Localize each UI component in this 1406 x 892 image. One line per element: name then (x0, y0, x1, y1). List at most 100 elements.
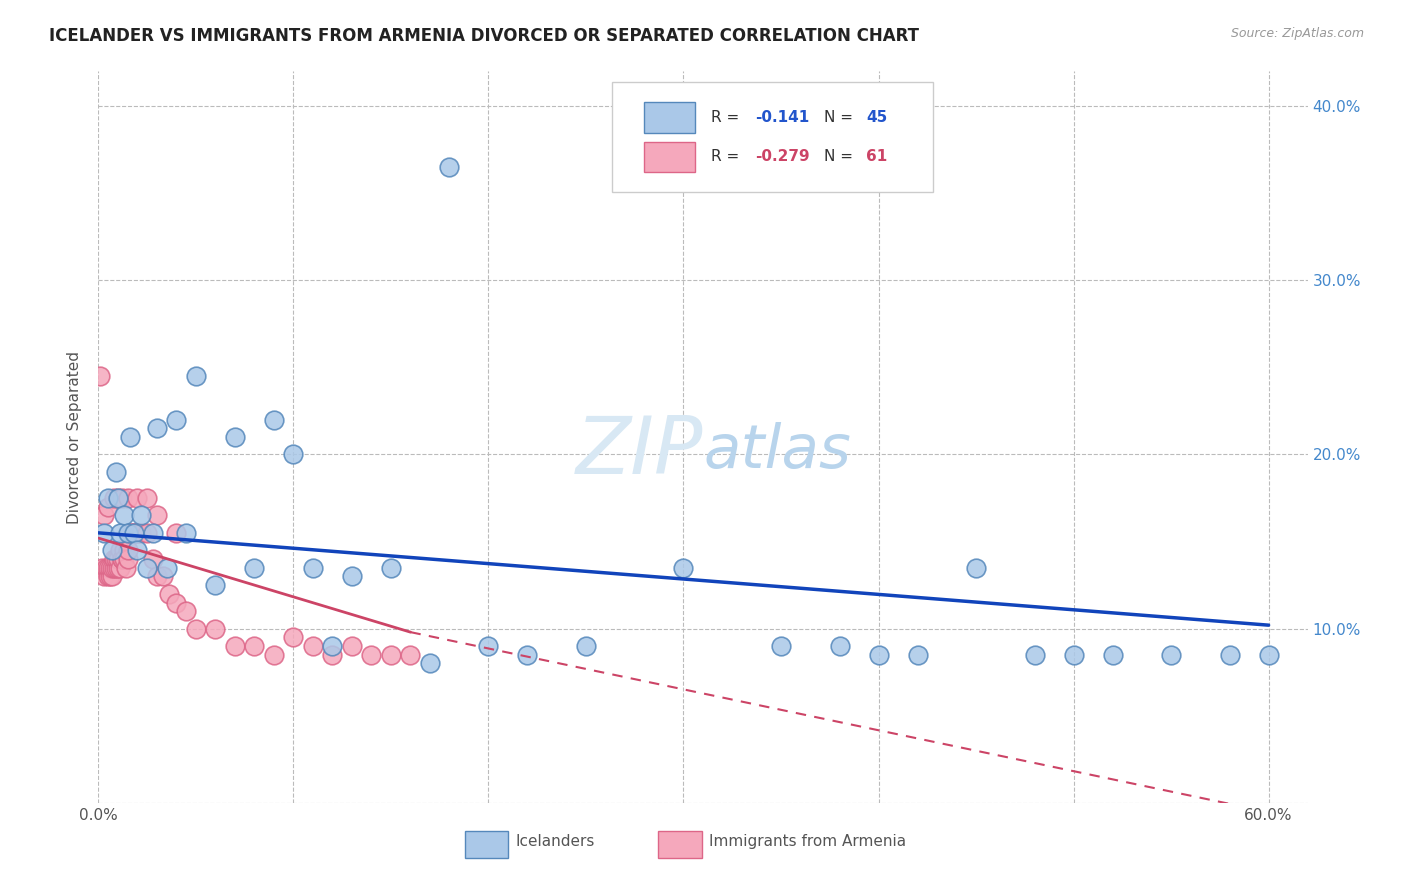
Point (828, 639, 851, 653)
Point (204, 622, 226, 636)
Point (93, 569, 115, 583)
Point (224, 430, 246, 444)
Point (127, 543, 149, 558)
Text: ICELANDER VS IMMIGRANTS FROM ARMENIA DIVORCED OR SEPARATED CORRELATION CHART: ICELANDER VS IMMIGRANTS FROM ARMENIA DIV… (49, 27, 920, 45)
FancyBboxPatch shape (644, 102, 695, 133)
Point (112, 543, 135, 558)
Point (1063, 648, 1085, 662)
Point (302, 560, 325, 574)
Point (243, 560, 266, 574)
Point (107, 552, 129, 566)
Point (575, 639, 598, 653)
Point (868, 648, 890, 662)
Point (121, 525, 143, 540)
Point (122, 525, 145, 540)
Text: -0.279: -0.279 (755, 150, 810, 164)
Point (321, 639, 343, 653)
Point (104, 552, 127, 566)
Point (965, 560, 987, 574)
Point (146, 508, 169, 523)
Text: N =: N = (824, 110, 858, 125)
Point (111, 552, 134, 566)
Point (124, 525, 146, 540)
Point (103, 491, 125, 505)
Point (769, 639, 792, 653)
Point (380, 648, 402, 662)
Point (117, 525, 139, 540)
Point (101, 560, 124, 574)
Point (93, 508, 115, 523)
Point (184, 622, 207, 636)
Point (1160, 648, 1182, 662)
Point (321, 648, 343, 662)
Text: Immigrants from Armenia: Immigrants from Armenia (709, 834, 907, 849)
Point (131, 525, 153, 540)
Point (131, 508, 153, 523)
Point (340, 569, 363, 583)
Point (122, 525, 145, 540)
Point (136, 525, 159, 540)
Text: N =: N = (824, 150, 858, 164)
Point (516, 648, 538, 662)
Point (101, 543, 124, 558)
Y-axis label: Divorced or Separated: Divorced or Separated (67, 351, 83, 524)
Text: Icelanders: Icelanders (516, 834, 595, 849)
Point (283, 448, 305, 462)
Point (174, 525, 197, 540)
Point (477, 639, 499, 653)
Point (97, 491, 120, 505)
Point (127, 491, 149, 505)
Point (127, 525, 149, 540)
Point (111, 552, 134, 566)
Point (118, 525, 141, 540)
Point (107, 491, 129, 505)
Point (93, 525, 115, 540)
Text: -0.141: -0.141 (755, 110, 810, 125)
Text: R =: R = (711, 110, 745, 125)
Point (1101, 648, 1123, 662)
Point (243, 639, 266, 653)
Point (117, 543, 139, 558)
Point (672, 560, 695, 574)
Point (107, 560, 129, 574)
Point (263, 648, 285, 662)
Point (117, 552, 139, 566)
Text: 61: 61 (866, 150, 887, 164)
Point (340, 639, 363, 653)
Point (101, 569, 124, 583)
Point (152, 569, 174, 583)
Point (204, 578, 226, 592)
Point (1024, 648, 1046, 662)
FancyBboxPatch shape (658, 831, 702, 858)
Point (419, 657, 441, 671)
Point (128, 525, 150, 540)
Point (112, 508, 135, 523)
Text: Source: ZipAtlas.com: Source: ZipAtlas.com (1230, 27, 1364, 40)
Text: ZIP: ZIP (575, 413, 703, 491)
Point (97, 569, 120, 583)
FancyBboxPatch shape (644, 142, 695, 172)
Point (91, 560, 114, 574)
Point (283, 631, 305, 645)
Point (104, 465, 127, 479)
Point (156, 560, 179, 574)
Point (108, 543, 131, 558)
Point (114, 560, 136, 574)
Point (1219, 648, 1241, 662)
Point (108, 525, 131, 540)
Point (399, 648, 422, 662)
Point (118, 430, 141, 444)
Point (136, 491, 159, 505)
FancyBboxPatch shape (613, 82, 932, 192)
Text: R =: R = (711, 150, 745, 164)
Point (108, 560, 131, 574)
Point (136, 560, 159, 574)
Point (174, 604, 197, 618)
Point (165, 595, 187, 609)
Point (302, 639, 325, 653)
Point (107, 491, 129, 505)
Point (103, 560, 125, 574)
Point (360, 648, 382, 662)
Point (98, 569, 121, 583)
Point (157, 587, 180, 601)
